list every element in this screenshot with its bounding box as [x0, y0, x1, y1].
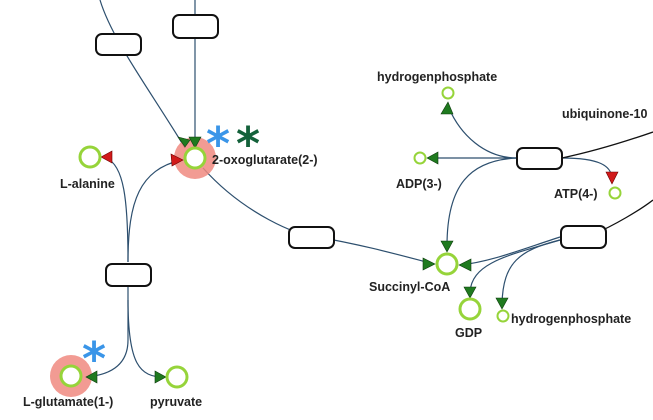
label-pyruvate: pyruvate: [150, 395, 202, 409]
label-2-oxoglutarate: 2-oxoglutarate(2-): [212, 153, 318, 167]
edge-transamination-to-oxoglutarate: [127, 159, 182, 263]
arrowhead-to-succinylcoa-top: [440, 240, 454, 253]
label-ubiquinone: ubiquinone-10: [562, 107, 647, 121]
arrowhead-to-hydrogenphosphate-top: [440, 101, 454, 115]
node-l-glutamate[interactable]: [59, 364, 83, 388]
blue-star-marker-glutamate: *: [82, 332, 106, 386]
edge-rxn-to-atp: [561, 157, 613, 179]
arrowheads: [85, 101, 619, 384]
node-2-oxoglutarate[interactable]: [183, 146, 207, 170]
reaction-box-transamination[interactable]: [105, 263, 152, 287]
arrowhead-to-succinylcoa-left: [422, 257, 436, 271]
reactions: [95, 14, 607, 287]
labels: 2-oxoglutarate(2-) L-alanine L-glutamate…: [23, 70, 647, 409]
reaction-box-succinylcoa-synthetase[interactable]: [560, 225, 607, 249]
arrowhead-to-gdp: [463, 286, 477, 299]
metabolite-nodes: [59, 86, 622, 389]
green-star-marker-oxoglutarate: *: [236, 117, 260, 171]
label-hydrogenphosphate-bottom: hydrogenphosphate: [511, 312, 631, 326]
edge-synthetase-to-succinylcoa: [459, 236, 561, 266]
arrowhead-top-curve: [177, 136, 191, 148]
reaction-box-top-center[interactable]: [172, 14, 219, 39]
edge-synthetase-to-hydrogenphosphate-bottom: [501, 239, 561, 305]
arrowhead-to-glutamate: [85, 370, 98, 384]
edge-synthetase-to-gdp: [469, 239, 561, 293]
node-atp[interactable]: [608, 186, 622, 200]
node-adp[interactable]: [413, 151, 427, 165]
edge-transamination-to-pyruvate: [127, 299, 165, 378]
label-adp: ADP(3-): [396, 177, 442, 191]
arrowhead-to-pyruvate: [154, 370, 167, 384]
node-pyruvate[interactable]: [165, 365, 189, 389]
label-l-alanine: L-alanine: [60, 177, 115, 191]
arrowhead-to-alanine: [100, 150, 113, 164]
arrowhead-to-hydrogenphosphate-bottom: [495, 297, 509, 310]
node-hydrogenphosphate-top[interactable]: [441, 86, 455, 100]
label-succinyl-coa: Succinyl-CoA: [369, 280, 450, 294]
edge-transamination-to-alanine: [105, 157, 129, 263]
arrowhead-to-succinylcoa-right: [458, 258, 472, 272]
reaction-box-oxoglutarate-dehydrogenase[interactable]: [288, 226, 335, 249]
node-gdp[interactable]: [458, 297, 482, 321]
arrowhead-to-adp: [426, 151, 439, 165]
reaction-box-top-left[interactable]: [95, 33, 142, 56]
arrowhead-to-atp: [605, 171, 619, 185]
label-gdp: GDP: [455, 326, 482, 340]
arrowhead-top-vertical: [188, 136, 202, 149]
node-succinyl-coa[interactable]: [435, 252, 459, 276]
label-atp: ATP(4-): [554, 187, 598, 201]
node-l-alanine[interactable]: [78, 145, 102, 169]
blue-star-marker-oxoglutarate: *: [206, 117, 230, 171]
arrowhead-to-oxoglutarate: [170, 153, 184, 167]
label-l-glutamate: L-glutamate(1-): [23, 395, 113, 409]
reaction-box-atp-synthase[interactable]: [516, 147, 563, 170]
edge-top-curve-to-oxoglutarate: [99, 0, 186, 149]
label-hydrogenphosphate-top: hydrogenphosphate: [377, 70, 497, 84]
edge-rxn-to-hydrogenphosphate-top: [447, 105, 518, 159]
edge-ubiquinone-line: [561, 131, 653, 159]
edge-rxn-to-succinylcoa: [446, 157, 518, 247]
node-hydrogenphosphate-bottom[interactable]: [496, 309, 510, 323]
